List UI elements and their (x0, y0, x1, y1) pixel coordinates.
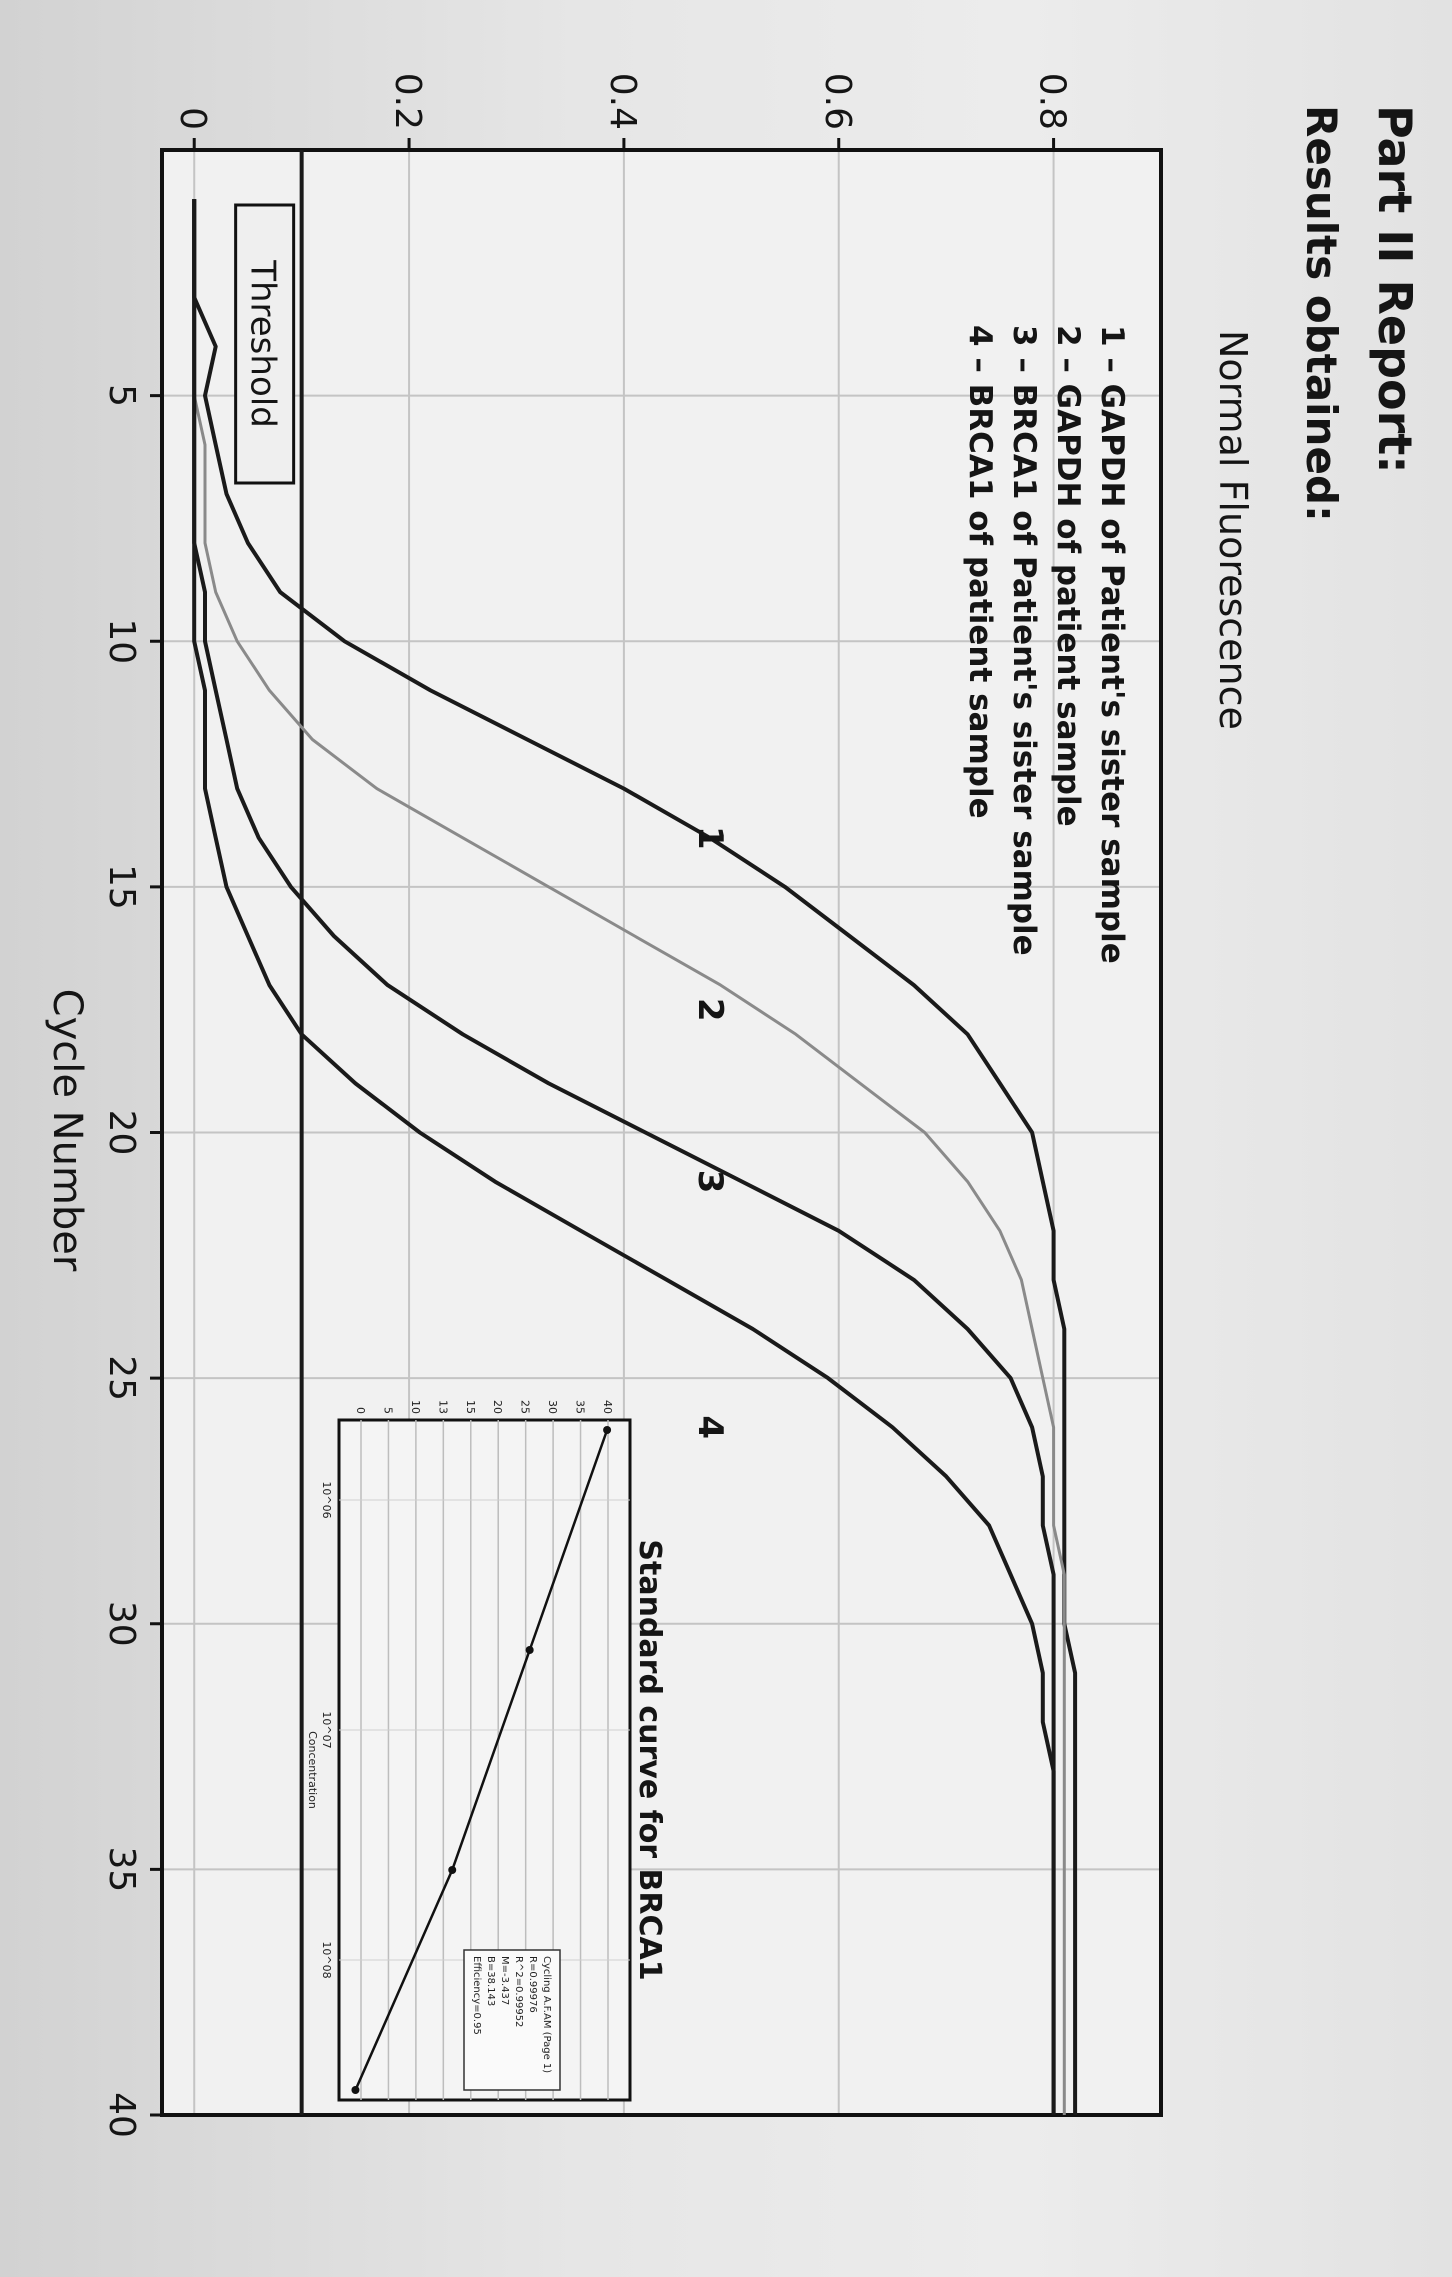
inset-legend: Cycling A.F.AM (Page 1)R=0.99976R^2=0.99… (463, 1949, 561, 2091)
x-tick-label: 40 (101, 2092, 142, 2138)
inset-y-tick-label: 30 (546, 1400, 559, 1414)
inset-y-tick-label: 40 (601, 1400, 614, 1414)
y-tick-label: 0.6 (817, 73, 858, 130)
x-tick-label: 30 (101, 1601, 142, 1647)
inset-legend-entry: B=38.143 (485, 1956, 496, 2006)
y-tick-label: 0.2 (387, 73, 428, 130)
legend-entry: 4 – BRCA1 of patient sample (962, 325, 998, 819)
x-tick-label: 35 (101, 1846, 142, 1892)
x-tick-label: 10 (101, 618, 142, 664)
inset-x-tick-label: 10^06 (320, 1481, 333, 1518)
curve-1 (192, 199, 1078, 2115)
inset-y-tick-label: 0 (354, 1407, 367, 1414)
inset-frame (337, 1418, 632, 2102)
inset-y-tick-label: 10 (409, 1400, 422, 1414)
inset-y-tick-label: 35 (574, 1400, 587, 1414)
inset-y-tick-label: 20 (491, 1400, 504, 1414)
legend-entry: 1 – GAPDH of Patient's sister sample (1094, 325, 1130, 964)
inset-legend-entry: Cycling A.F.AM (Page 1) (541, 1956, 552, 2073)
standard-curve-inset: Standard curve for BRCA1 40 35 30 25 20 15 13 10… (306, 1400, 667, 2102)
y-tick-label: 0.8 (1032, 73, 1073, 130)
curve-2 (192, 199, 1066, 2115)
inset-legend-entry: R^2=0.99952 (513, 1956, 524, 2027)
curve-label: 4 (690, 1415, 730, 1439)
inset-legend-entry: Efficiency=0.95 (471, 1956, 482, 2035)
inset-y-tick-label: 15 (464, 1400, 477, 1414)
curve-4 (192, 199, 1056, 2115)
threshold-label-frame (234, 203, 296, 485)
inset-legend-entry: M=-3.437 (499, 1956, 510, 2005)
legend-entry: 3 – BRCA1 of Patient's sister sample (1006, 325, 1042, 956)
x-axis-title: Cycle Number (44, 989, 90, 1272)
y-axis-title: Normal Fluorescence (1211, 330, 1255, 730)
x-tick-label: 20 (101, 1110, 142, 1156)
x-tick-label: 5 (101, 384, 142, 407)
inset-legend-frame (463, 1949, 561, 2091)
x-tick-label: 15 (101, 864, 142, 910)
curve-label: 3 (690, 1170, 730, 1194)
threshold-label: Threshold (243, 259, 283, 428)
y-tick-label: 0 (172, 107, 213, 130)
curve-label: 2 (690, 998, 730, 1022)
inset-y-tick-label: 5 (381, 1407, 394, 1414)
inset-y-tick-label: 13 (436, 1400, 449, 1414)
standard-curve-point (603, 1426, 612, 1434)
inset-title: Standard curve for BRCA1 (632, 1539, 667, 1980)
legend-entry: 2 – GAPDH of patient sample (1050, 325, 1086, 827)
threshold-label-box: Threshold (234, 203, 296, 485)
inset-x-tick-label: 10^08 (320, 1941, 333, 1978)
inset-x-tick-label: 10^07 (320, 1711, 333, 1748)
standard-curve-point (351, 2086, 360, 2094)
standard-curve-point (525, 1646, 534, 1654)
y-tick-label: 0.4 (602, 73, 643, 130)
standard-curve-point (448, 1866, 457, 1874)
inset-legend-entry: R=0.99976 (527, 1956, 538, 2013)
inset-x-axis-title: Concentration (306, 1731, 319, 1809)
curve-label: 1 (690, 826, 730, 850)
x-tick-label: 25 (101, 1355, 142, 1401)
inset-y-tick-label: 25 (519, 1400, 532, 1414)
standard-curve-line (354, 1429, 609, 2091)
